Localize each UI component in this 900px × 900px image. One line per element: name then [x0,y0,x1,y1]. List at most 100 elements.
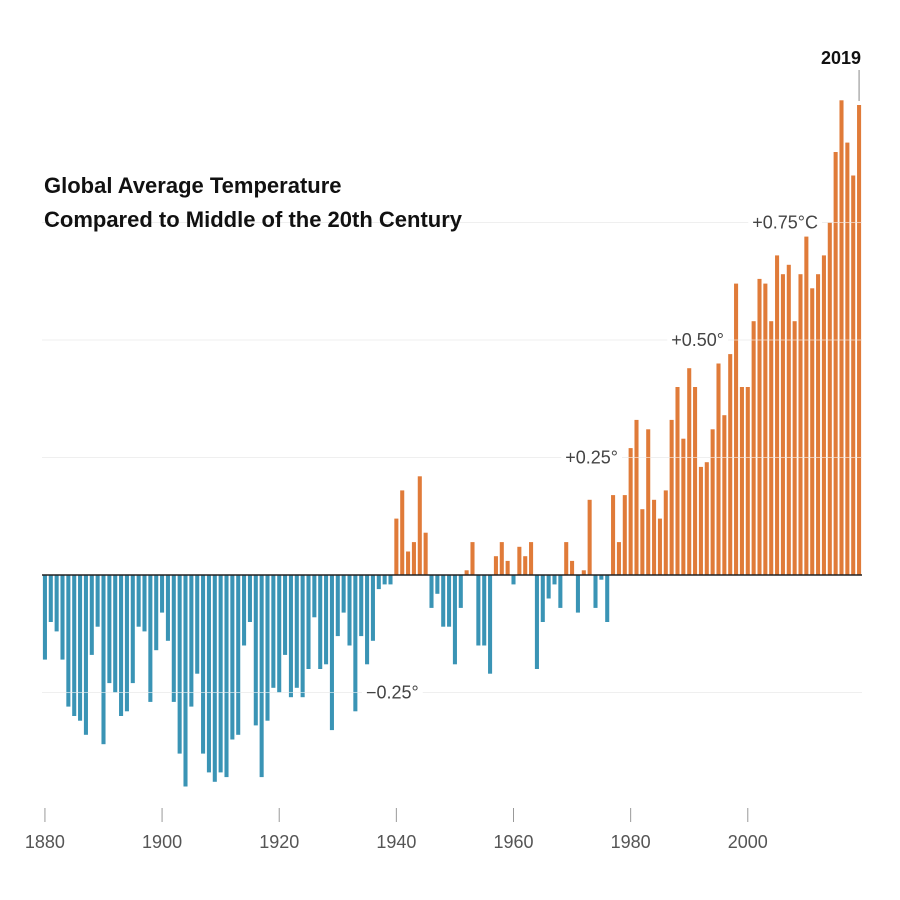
bar-1891 [107,575,112,684]
bars [42,100,862,787]
bar-1886 [78,575,83,721]
bar-1929 [329,575,334,731]
bar-1897 [142,575,147,632]
chart-title-line-2: Compared to Middle of the 20th Century [44,207,463,232]
bar-1900 [160,575,165,613]
bar-1976 [605,575,610,622]
bar-1960 [511,575,516,585]
chart-title: Global Average Temperature Compared to M… [44,173,463,232]
x-tick-label: 2000 [728,832,768,852]
bar-1908 [206,575,211,773]
gridline-label: +0.50° [671,330,724,350]
bar-1980 [628,448,633,575]
bar-2006 [780,274,785,575]
bar-1936 [370,575,375,641]
x-tick-label: 1980 [611,832,651,852]
bar-1969 [564,542,569,575]
bar-2000 [745,387,750,575]
bar-1935 [365,575,370,665]
bar-1981 [634,419,639,575]
bar-1942 [406,551,411,575]
bar-2015 [833,152,838,575]
bar-1950 [452,575,457,665]
bar-1933 [353,575,358,712]
bar-1893 [119,575,124,716]
year-callout: 2019 [821,48,861,101]
bar-1941 [400,490,405,575]
bar-1993 [704,462,709,575]
bar-1989 [681,438,686,575]
bar-1952 [464,570,469,575]
bar-1927 [318,575,323,669]
bar-2007 [786,264,791,575]
bar-1919 [271,575,276,688]
x-axis: 1880 1900 1920 1940 1960 1980 2000 [25,808,768,852]
bar-1975 [599,575,604,580]
bar-2009 [798,274,803,575]
bar-1937 [376,575,381,590]
bar-1887 [83,575,88,735]
bar-1885 [72,575,77,716]
bar-1943 [411,542,416,575]
bar-1931 [341,575,346,613]
bar-1912 [230,575,235,740]
bar-1898 [148,575,153,702]
bar-1901 [165,575,170,641]
bar-1899 [154,575,159,651]
bar-1949 [447,575,452,627]
bar-1997 [728,354,733,575]
bar-1905 [189,575,194,707]
bar-1946 [429,575,434,608]
bar-1889 [95,575,100,627]
bar-2008 [792,321,797,575]
bar-1951 [458,575,463,608]
bar-1979 [622,495,627,575]
bar-2005 [775,255,780,575]
bar-2001 [751,321,756,575]
bar-1884 [66,575,71,707]
gridline-label-backing [362,681,423,704]
bar-1894 [124,575,129,712]
bar-1963 [529,542,534,575]
bar-1984 [652,499,657,575]
bar-1895 [130,575,135,684]
bar-1961 [517,546,522,575]
bar-2017 [845,142,850,575]
bar-1971 [575,575,580,613]
gridline-label-backing [748,211,822,234]
bar-1930 [335,575,340,637]
bar-2004 [769,321,774,575]
x-tick-label: 1880 [25,832,65,852]
bar-1926 [312,575,317,618]
bar-1928 [324,575,329,665]
bar-1966 [546,575,551,599]
x-tick-label: 1920 [259,832,299,852]
bar-1939 [388,575,393,585]
bar-1994 [710,429,715,575]
bar-1880 [42,575,47,660]
gridline-label-backing [561,446,622,469]
bar-1890 [101,575,106,745]
bar-1944 [417,476,422,575]
bar-1896 [136,575,141,627]
bar-1967 [552,575,557,585]
bar-1945 [423,532,428,575]
bar-1968 [558,575,563,608]
x-tick-label: 1940 [376,832,416,852]
bar-1916 [253,575,258,726]
bar-1920 [277,575,282,693]
bar-1970 [570,560,575,575]
bar-1883 [60,575,65,660]
bar-2011 [810,288,815,575]
bar-1977 [611,495,616,575]
bar-1921 [283,575,288,655]
gridline-label-backing [667,329,728,351]
bar-1906 [195,575,200,674]
bar-1904 [183,575,188,787]
gridline-label: +0.75°C [752,213,818,233]
bar-1882 [54,575,59,632]
bar-1985 [657,518,662,575]
bar-2010 [804,236,809,575]
bar-1902 [171,575,176,702]
